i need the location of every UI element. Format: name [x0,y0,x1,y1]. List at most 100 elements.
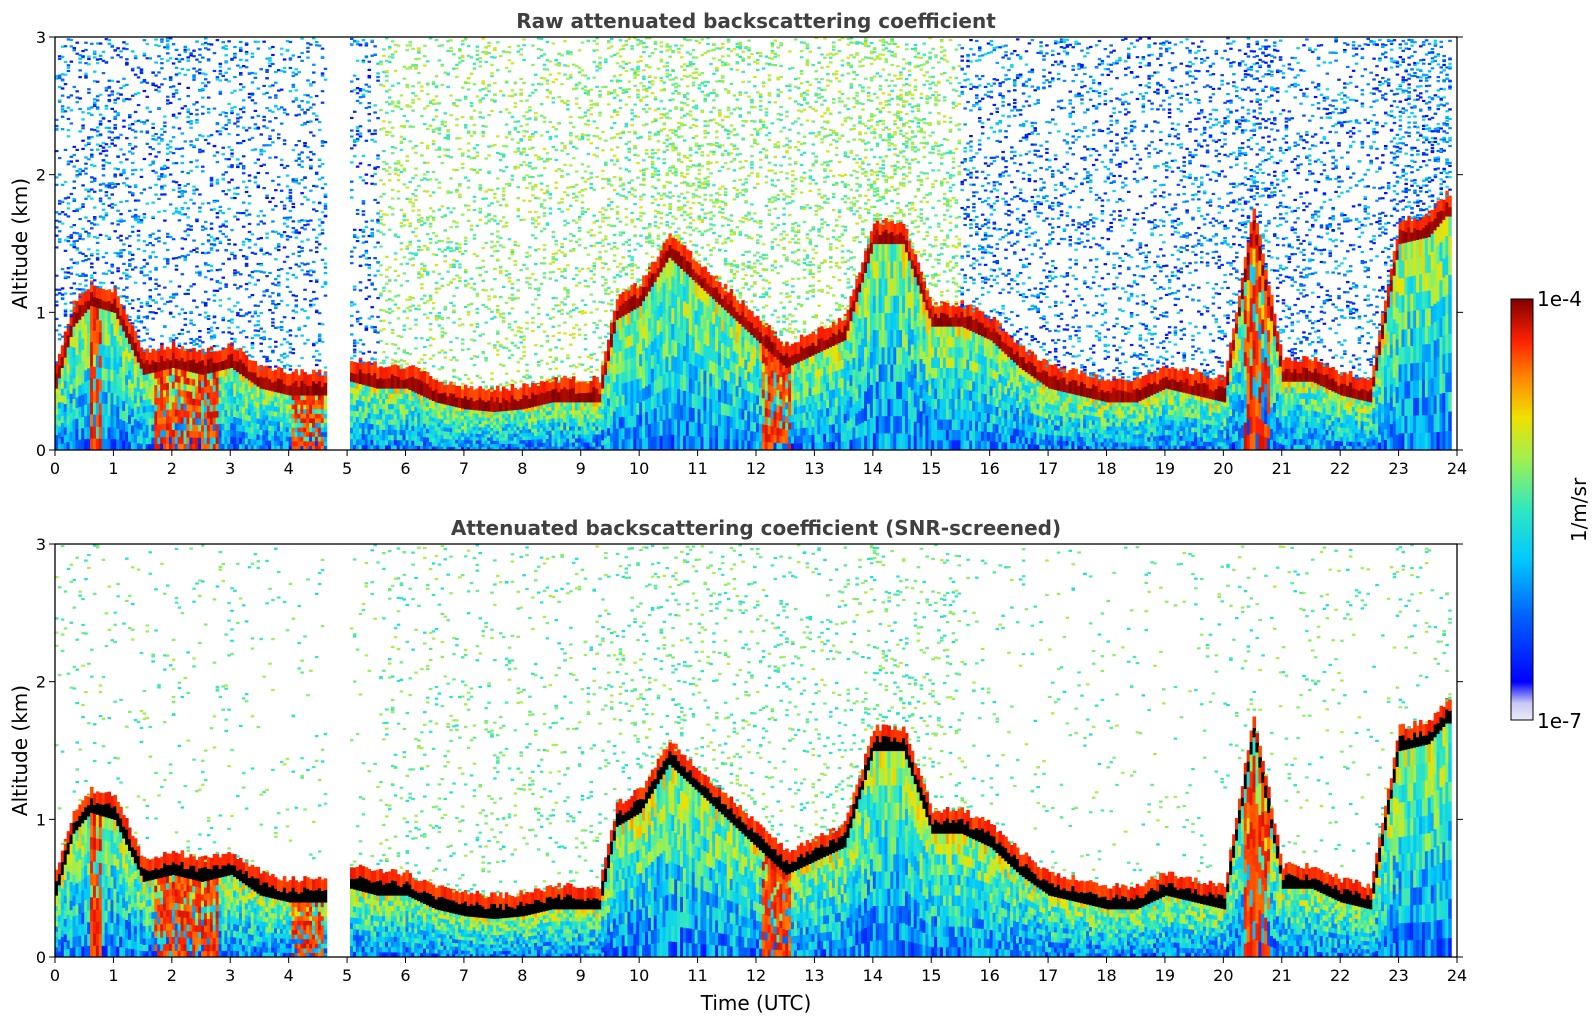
heatmap-cell [259,419,263,425]
heatmap-cell [195,424,199,432]
heatmap-cell [475,426,480,431]
heatmap-cell [478,56,483,60]
heatmap-cell [370,234,374,237]
heatmap-cell [203,379,208,387]
heatmap-cell [393,69,398,72]
heatmap-cell [209,269,214,272]
heatmap-cell [423,313,427,316]
heatmap-cell [364,240,369,243]
heatmap-cell [116,406,120,418]
heatmap-cell [90,291,94,307]
heatmap-cell [180,273,185,276]
heatmap-cell [463,443,468,448]
heatmap-cell [192,340,196,343]
heatmap-cell [110,346,115,359]
heatmap-cell [253,270,258,273]
heatmap-cell [256,126,261,129]
heatmap-cell [201,418,205,426]
heatmap-cell [66,117,71,121]
heatmap-cell [122,47,126,50]
heatmap-cell [69,325,74,338]
heatmap-cell [133,426,138,435]
heatmap-cell [271,349,275,352]
heatmap-cell [95,99,100,102]
heatmap-cell [297,422,301,428]
heatmap-cell [350,116,354,120]
heatmap-cell [69,412,74,423]
heatmap-cell [139,219,144,222]
heatmap-cell [75,333,79,345]
heatmap-cell [431,191,436,194]
heatmap-cell [98,93,103,96]
heatmap-cell [297,250,301,253]
heatmap-cell [402,272,407,275]
heatmap-cell [376,62,380,65]
heatmap-cell [189,198,193,201]
heatmap-cell [171,408,176,417]
heatmap-cell [297,182,301,185]
heatmap-cell [481,97,485,100]
heatmap-cell [373,392,377,399]
heatmap-cell [288,58,293,61]
heatmap-cell [434,241,439,244]
heatmap-cell [180,332,185,335]
heatmap-cell [101,72,106,75]
heatmap-cell [411,390,415,397]
heatmap-cell [236,423,240,431]
heatmap-cell [475,267,480,270]
heatmap-cell [244,50,249,54]
heatmap-cell [376,296,380,300]
heatmap-cell [218,370,223,378]
heatmap-cell [69,286,74,290]
heatmap-cell [177,190,182,193]
heatmap-cell [443,149,447,152]
heatmap-cell [282,398,287,404]
heatmap-cell [128,185,132,188]
heatmap-cell [113,369,117,382]
heatmap-cell [247,246,252,249]
heatmap-cell [142,249,147,253]
heatmap-cell [274,445,278,450]
heatmap-cell [253,40,258,43]
heatmap-cell [393,413,398,420]
heatmap-cell [128,259,132,262]
heatmap-cell [478,443,483,448]
heatmap-cell [215,249,220,252]
heatmap-cell [63,312,68,316]
heatmap-cell [443,407,447,413]
heatmap-cell [128,315,132,318]
heatmap-cell [154,430,158,438]
heatmap-cell [414,64,418,67]
heatmap-cell [405,352,410,355]
heatmap-cell [171,339,176,342]
heatmap-cell [379,60,383,63]
heatmap-cell [481,50,485,54]
heatmap-cell [303,298,307,301]
heatmap-cell [367,257,372,260]
heatmap-cell [107,403,112,416]
heatmap-cell [312,427,316,433]
heatmap-cell [90,188,94,191]
heatmap-cell [244,262,249,266]
heatmap-cell [55,398,59,405]
heatmap-cell [63,45,68,48]
heatmap-cell [230,91,234,94]
heatmap-cell [434,264,439,267]
heatmap-cell [297,113,301,116]
heatmap-cell [472,416,477,421]
heatmap-cell [387,434,392,441]
heatmap-cell [174,395,179,403]
heatmap-cell [60,268,65,271]
heatmap-cell [209,443,214,450]
heatmap-cell [78,384,82,397]
heatmap-cell [355,433,360,440]
heatmap-cell [405,86,410,89]
heatmap-cell [212,344,217,348]
heatmap-cell [128,252,132,255]
heatmap-cell [271,435,275,441]
heatmap-cell [364,422,369,429]
heatmap-cell [75,428,79,440]
heatmap-cell [104,426,109,439]
heatmap-cell [268,365,272,369]
heatmap-cell [180,132,185,135]
